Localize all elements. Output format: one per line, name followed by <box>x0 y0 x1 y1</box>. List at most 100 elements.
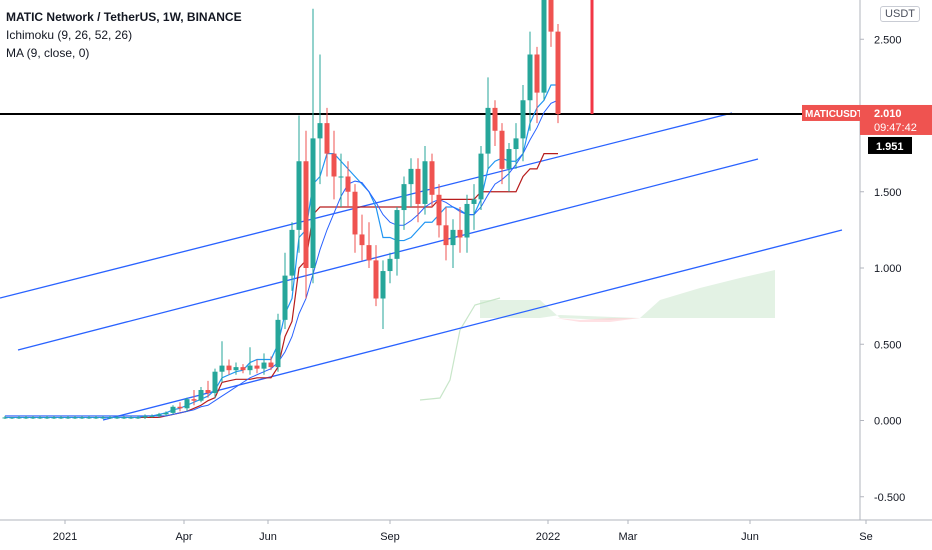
candle-body <box>394 210 400 259</box>
candle-body <box>30 417 36 419</box>
candle-body <box>16 417 22 419</box>
candle-body <box>135 417 141 419</box>
y-tick-label: 0.000 <box>874 416 902 428</box>
candle <box>443 207 449 261</box>
candle-body <box>345 176 351 192</box>
last-price-tag <box>860 104 932 135</box>
x-tick-label: Jun <box>259 531 277 543</box>
candle <box>219 341 225 383</box>
other-price-label: 1.951 <box>876 141 904 153</box>
candle-body <box>212 371 218 394</box>
candle <box>135 415 141 419</box>
candle <box>282 252 288 329</box>
candle <box>30 415 36 419</box>
candle-body <box>443 225 449 246</box>
candle <box>149 414 155 418</box>
tenkan-line <box>5 84 558 419</box>
symbol-tag <box>802 104 860 121</box>
candle-body <box>37 417 43 419</box>
ma-legend[interactable]: MA (9, close, 0) <box>6 46 90 60</box>
candle <box>415 158 421 223</box>
candle <box>380 260 386 329</box>
candle <box>296 115 302 253</box>
candle <box>422 146 428 215</box>
candle <box>254 359 260 374</box>
price-labels: MATICUSDT 2.010 09:47:42 1.951 <box>802 104 932 154</box>
candle <box>177 402 183 412</box>
candle <box>191 390 197 406</box>
channel-upper-line <box>0 112 733 299</box>
candle-body <box>254 365 260 369</box>
candle-body <box>513 138 519 150</box>
candle <box>506 142 512 192</box>
candle-body <box>555 31 561 114</box>
candle-body <box>317 123 323 139</box>
candle-body <box>331 153 337 177</box>
candle-body <box>324 123 330 154</box>
candle <box>303 130 309 299</box>
candle-body <box>282 275 288 320</box>
candle <box>184 397 190 412</box>
candle-body <box>142 415 148 418</box>
candle-body <box>415 168 421 204</box>
candle-body <box>65 417 71 419</box>
candle <box>429 153 435 207</box>
symbol-tag-label: MATICUSDT <box>805 109 863 120</box>
candle-body <box>527 54 533 101</box>
candle-body <box>352 191 358 235</box>
candle-body <box>303 161 309 268</box>
candle-body <box>2 417 8 419</box>
candle <box>9 417 15 419</box>
candle <box>527 31 533 131</box>
candle <box>555 24 561 124</box>
candle-body <box>408 168 414 185</box>
candle <box>478 146 484 211</box>
candle <box>114 415 120 419</box>
time-axis[interactable]: 2021 Apr Jun Sep 2022 Mar Jun Se <box>0 519 932 543</box>
candle-body <box>233 367 239 371</box>
ichimoku-cloud <box>419 270 775 401</box>
candle-body <box>177 406 183 409</box>
kijun-line <box>5 153 558 419</box>
candle-body <box>240 367 246 371</box>
candle <box>170 405 176 415</box>
candle-body <box>86 417 92 419</box>
candle-body <box>121 417 127 419</box>
candle-body <box>380 271 386 299</box>
candle <box>23 415 29 419</box>
candle <box>100 415 106 419</box>
x-tick-label: Se <box>859 531 872 543</box>
y-tick-label: 1.000 <box>874 263 902 275</box>
candle-body <box>450 229 456 246</box>
candle-body <box>422 161 428 204</box>
currency-unit-button[interactable]: USDT <box>880 6 920 22</box>
ichimoku-legend[interactable]: Ichimoku (9, 26, 52, 26) <box>6 28 133 42</box>
candle-body <box>401 184 407 211</box>
candle-body <box>499 130 505 169</box>
candle <box>492 100 498 146</box>
candle-body <box>261 362 267 369</box>
candle-body <box>534 54 540 93</box>
candle <box>86 415 92 419</box>
candle <box>324 107 330 177</box>
candle-body <box>44 417 50 419</box>
candle-body <box>429 161 435 195</box>
candle <box>366 222 372 268</box>
y-tick-label: 1.500 <box>874 187 902 199</box>
candle-body <box>23 417 29 419</box>
symbol-title[interactable]: MATIC Network / TetherUS, 1W, BINANCE <box>6 10 242 24</box>
ma-line <box>5 99 559 417</box>
candle-body <box>163 412 169 415</box>
candle <box>317 54 323 185</box>
x-tick-label: Mar <box>619 531 638 543</box>
y-tick-label: 0.500 <box>874 339 902 351</box>
candle <box>93 415 99 419</box>
y-tick-label: -0.500 <box>874 492 905 504</box>
candle <box>2 415 8 419</box>
candle <box>128 415 134 419</box>
candle-body <box>128 417 134 419</box>
candle <box>37 415 43 419</box>
candle <box>16 415 22 419</box>
